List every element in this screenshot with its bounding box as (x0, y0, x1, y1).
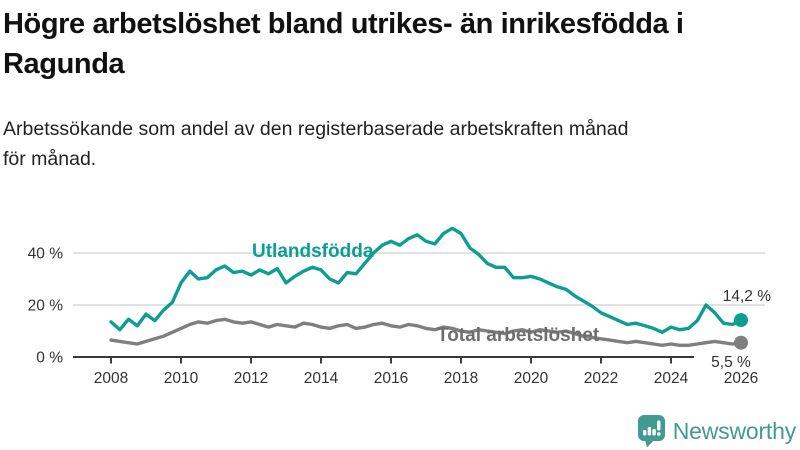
newsworthy-logo[interactable]: Newsworthy (637, 414, 796, 448)
series-label-total: Total arbetslöshet (437, 325, 600, 346)
series-end-dot-utlandsfodda (734, 313, 748, 328)
newsworthy-bar-chart-icon (637, 415, 665, 448)
x-tick-label: 2008 (94, 370, 128, 387)
x-tick-label: 2016 (374, 370, 408, 387)
newsworthy-logo-text: Newsworthy (672, 417, 796, 444)
gridlines: 0 % 20 % 40 % (28, 246, 765, 367)
y-tick-label: 20 % (28, 298, 64, 315)
x-tick-label: 2018 (444, 370, 478, 387)
end-value-label-total: 5,5 % (711, 354, 751, 371)
x-tick-label: 2014 (304, 370, 339, 387)
series-line-total-arbetsloshet (109, 317, 743, 348)
value-label-backdrop (694, 351, 768, 371)
x-tick-label: 2022 (584, 370, 618, 387)
x-tick-label: 2020 (514, 370, 549, 387)
chart-series (109, 226, 748, 350)
x-tick-label: 2026 (724, 370, 758, 387)
series-line-utlandsfodda (109, 226, 743, 335)
subtitle-line-2: för månad. (3, 148, 97, 170)
subtitle-line-1: Arbetssökande som andel av den registerb… (3, 118, 629, 140)
y-tick-label: 40 % (28, 246, 64, 263)
title-line-2: Ragunda (3, 48, 125, 80)
x-tick-label: 2010 (164, 370, 199, 387)
chart-subtitle: Arbetssökande som andel av den registerb… (3, 114, 793, 174)
x-tick-label: 2012 (234, 370, 268, 387)
series-end-dot-total-arbetsloshet (734, 335, 748, 350)
y-tick-label: 0 % (36, 350, 63, 367)
series-label-utlandsfodda: Utlandsfödda (252, 241, 374, 262)
title-line-1: Högre arbetslöshet bland utrikes- än inr… (3, 8, 684, 40)
x-tick-label: 2024 (654, 370, 689, 387)
line-chart: 0 % 20 % 40 % 2008 2010 2012 2014 2016 2018 2020… (28, 226, 771, 387)
chart-overlay: 14,2 % 5,5 % Utlandsfödda Total arbetslö… (252, 241, 771, 371)
x-axis: 2008 2010 2012 2014 2016 2018 2020 2022 2024 2026 (73, 356, 765, 387)
end-value-label-utlandsfodda: 14,2 % (723, 288, 771, 305)
page-title: Högre arbetslöshet bland utrikes- än inr… (3, 4, 797, 84)
